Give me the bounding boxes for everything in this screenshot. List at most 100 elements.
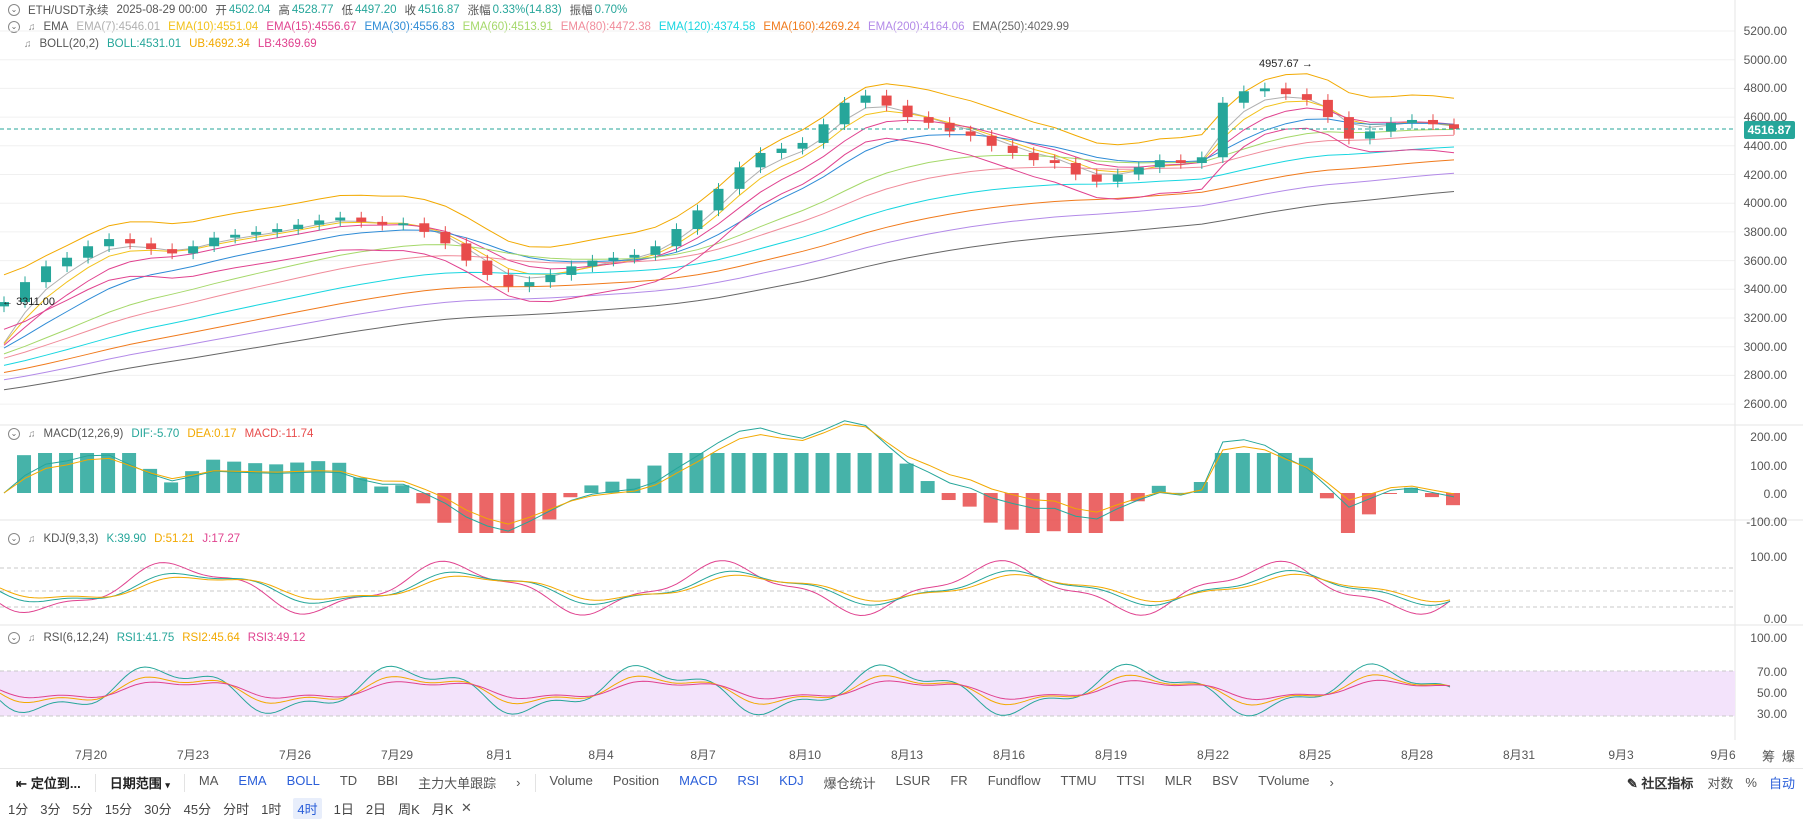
ema-line [3, 96, 1455, 344]
ema-line [3, 129, 1455, 355]
log-scale-toggle[interactable]: 对数 [1707, 776, 1734, 791]
interval-1日[interactable]: 1日 [333, 802, 354, 817]
close-icon[interactable]: ✕ [461, 800, 472, 815]
sub-indicator-ttsi[interactable]: TTSI [1116, 773, 1145, 788]
macd-bar [521, 493, 536, 533]
bell-icon[interactable]: ♫ [24, 38, 32, 50]
candle-body [272, 229, 283, 232]
candle-body [713, 188, 724, 211]
collapse-icon[interactable]: ⌄ [8, 428, 20, 440]
macd-bar [1193, 482, 1208, 493]
collapse-icon[interactable]: ⌄ [8, 4, 20, 16]
candle-body [566, 266, 577, 275]
candle-body [1238, 91, 1249, 103]
sub-indicator-lsur[interactable]: LSUR [895, 773, 931, 788]
price-chart[interactable] [0, 0, 1803, 740]
bell-icon[interactable]: ♫ [28, 533, 36, 545]
interval-3分[interactable]: 3分 [40, 802, 61, 817]
sub-indicator-fundflow[interactable]: Fundflow [987, 773, 1041, 788]
interval-月K[interactable]: 月K [431, 802, 454, 817]
interval-1时[interactable]: 1时 [261, 802, 282, 817]
macd-axis-tick: -100.00 [1746, 515, 1787, 529]
main-indicator-ma[interactable]: MA [198, 773, 219, 788]
macd-bar [584, 485, 599, 493]
collapse-icon[interactable]: ⌄ [8, 21, 20, 33]
main-indicator-bbi[interactable]: BBI [377, 773, 399, 788]
macd-legend-item: DIF:-5.70 [131, 428, 180, 440]
ema-line [3, 107, 1455, 346]
interval-2日[interactable]: 2日 [365, 802, 387, 817]
interval-45分[interactable]: 45分 [183, 802, 212, 817]
sub-indicator-ttmu[interactable]: TTMU [1060, 773, 1097, 788]
locate-button[interactable]: ⇤ 定位到... [16, 773, 81, 792]
community-indicators-button[interactable]: ✎ 社区指标 [1627, 773, 1694, 792]
rsi-axis-tick: 70.00 [1756, 665, 1787, 679]
kdj-legend-name[interactable]: KDJ(9,3,3) [43, 533, 99, 545]
ema-legend-item: EMA(120):4374.58 [658, 21, 756, 33]
sub-indicator-bsv[interactable]: BSV [1212, 773, 1239, 788]
main-indicator-主力大单跟踪[interactable]: 主力大单跟踪 [418, 776, 497, 791]
chips-toggle[interactable]: 筹 [1762, 749, 1776, 764]
macd-bar [374, 486, 389, 493]
auto-scale-toggle[interactable]: 自动 [1768, 776, 1795, 791]
high-label: 高 [278, 5, 290, 17]
interval-1分[interactable]: 1分 [8, 802, 29, 817]
kdj-d-line [0, 573, 1451, 603]
time-axis-tick: 8月4 [588, 748, 614, 762]
main-indicator-td[interactable]: TD [339, 773, 358, 788]
chevron-right-icon[interactable]: › [1329, 775, 1334, 790]
price-axis-tick: 5000.00 [1743, 52, 1787, 67]
candle-body [1322, 99, 1333, 118]
chevron-right-icon[interactable]: › [516, 775, 521, 790]
ema-line [3, 118, 1455, 349]
candle-body [398, 223, 409, 226]
boll-legend-name[interactable]: BOLL(20,2) [39, 38, 99, 50]
main-indicator-boll[interactable]: BOLL [286, 773, 320, 788]
sub-indicator-rsi[interactable]: RSI [737, 773, 760, 788]
percent-toggle[interactable]: % [1745, 775, 1757, 790]
rsi1-line [0, 663, 1451, 717]
sub-indicator-position[interactable]: Position [612, 773, 660, 788]
candle-body [419, 223, 430, 232]
rsi-legend-name[interactable]: RSI(6,12,24) [43, 632, 109, 644]
bell-icon[interactable]: ♫ [28, 21, 36, 33]
collapse-icon[interactable]: ⌄ [8, 533, 20, 545]
interval-周K[interactable]: 周K [398, 802, 420, 817]
candle-body [188, 246, 199, 254]
boll-upper [3, 73, 1455, 276]
bell-icon[interactable]: ♫ [28, 428, 36, 440]
macd-bar [353, 477, 368, 493]
macd-bar [1109, 493, 1124, 522]
sub-indicator-volume[interactable]: Volume [549, 773, 593, 788]
liquidation-toggle[interactable]: 爆 [1782, 749, 1796, 764]
macd-dif [3, 420, 1455, 532]
collapse-icon[interactable]: ⌄ [8, 632, 20, 644]
sub-indicator-macd[interactable]: MACD [679, 773, 718, 788]
close-value: 4516.87 [418, 4, 460, 16]
sub-indicator-kdj[interactable]: KDJ [779, 773, 804, 788]
macd-bar [563, 493, 578, 498]
interval-30分[interactable]: 30分 [144, 802, 172, 817]
main-indicator-ema[interactable]: EMA [238, 773, 267, 788]
price-axis-tick: 4000.00 [1743, 196, 1787, 211]
candle-body [209, 237, 220, 247]
ema-legend-name[interactable]: EMA [43, 21, 69, 33]
candle-body [1217, 102, 1228, 158]
candle-body [671, 229, 682, 247]
candle-body [1112, 174, 1123, 182]
sub-indicator-mlr[interactable]: MLR [1164, 773, 1193, 788]
candle-body [881, 95, 892, 106]
candle-body [860, 95, 871, 103]
interval-15分[interactable]: 15分 [104, 802, 133, 817]
interval-5分[interactable]: 5分 [72, 802, 93, 817]
interval-分时[interactable]: 分时 [223, 802, 250, 817]
candle-body [230, 234, 241, 238]
bell-icon[interactable]: ♫ [28, 632, 36, 644]
interval-4时[interactable]: 4时 [293, 798, 322, 819]
date-range-button[interactable]: 日期范围 ▾ [110, 773, 170, 792]
macd-legend-name[interactable]: MACD(12,26,9) [43, 428, 124, 440]
sub-indicator-爆仓统计[interactable]: 爆仓统计 [823, 776, 876, 791]
sub-indicator-tvolume[interactable]: TVolume [1258, 773, 1310, 788]
locate-icon: ⇤ [16, 776, 27, 791]
sub-indicator-fr[interactable]: FR [950, 773, 968, 788]
